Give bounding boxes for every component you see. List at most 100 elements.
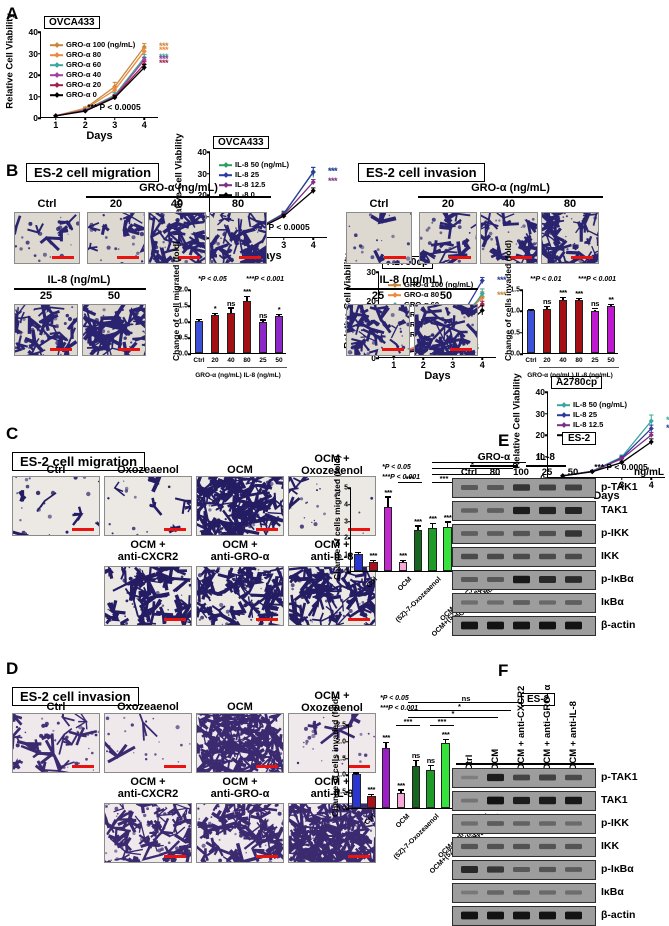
xlab-C-bar-2: OCM bbox=[397, 576, 414, 593]
cd-panelC-micro-bot-1-scale-bar bbox=[256, 618, 278, 621]
b-right-micrograph-top-3 bbox=[541, 212, 599, 264]
blot-panelF-protein-6: β-actin bbox=[601, 909, 635, 921]
x-axis-title-A1: Days bbox=[86, 130, 112, 142]
ebar-B-inv-4 bbox=[594, 310, 595, 311]
ytickm-B-mig-2 bbox=[188, 321, 191, 323]
chart-title-A1: OVCA433 bbox=[44, 16, 100, 29]
cd-panelC-top-label-0-line-0: Ctrl bbox=[12, 465, 100, 477]
xlab-B-inv-4: 25 bbox=[591, 357, 598, 364]
xlab-B-inv-0: Ctrl bbox=[525, 357, 536, 364]
blot-panelF-row-5 bbox=[452, 883, 596, 903]
legend-label-A1-3: GRO-α 40 bbox=[66, 70, 101, 80]
legend-marker-A2-0 bbox=[219, 162, 232, 169]
chart-title-A2: OVCA433 bbox=[213, 136, 269, 149]
cmp-label-D-bar-0: *** bbox=[404, 717, 413, 726]
ytickm-B-mig-0 bbox=[188, 353, 191, 355]
bar-B-inv-3 bbox=[575, 300, 584, 353]
blot-panelF-row-2 bbox=[452, 814, 596, 834]
legend-marker-A1-3 bbox=[50, 72, 63, 79]
sig-D-bar-1: *** bbox=[368, 785, 376, 794]
b-right-micrograph-top-3-scale-bar bbox=[571, 256, 593, 259]
blot-panelE-row-5 bbox=[452, 593, 596, 613]
cd-panelC-micro-top-1 bbox=[104, 476, 192, 536]
bar-B-mig-5 bbox=[275, 316, 284, 353]
blot-panelF-lane-3: OCM + anti-GRO- α bbox=[542, 685, 553, 771]
blot-panelE-row-4 bbox=[452, 570, 596, 590]
panel-letter-f: F bbox=[498, 662, 508, 679]
cd-panelC-micro-bot-0-scale-bar bbox=[164, 618, 186, 621]
cd-panelD-micro-top-0-scale-bar bbox=[72, 765, 94, 768]
sig-D-bar-3: *** bbox=[397, 781, 405, 790]
group-rule-2-B-inv bbox=[587, 367, 619, 368]
blot-panelE-row-0 bbox=[452, 478, 596, 498]
sig-B-mig-4: ns bbox=[259, 311, 267, 320]
sig-B-mig-5: * bbox=[278, 305, 281, 314]
ebar-B-mig-3 bbox=[246, 297, 247, 301]
cd-panelD-micro-top-1 bbox=[104, 713, 192, 773]
legend-row-A1-4: GRO-α 20 bbox=[50, 80, 135, 90]
sig-C-bar-4: *** bbox=[414, 517, 422, 526]
xlab-B-inv-2: 40 bbox=[559, 357, 566, 364]
ebar-D-bar-0 bbox=[356, 774, 357, 775]
b-right-micrograph-top-0-scale-bar bbox=[384, 256, 406, 259]
cd-panelC-top-label-0: Ctrl bbox=[12, 465, 100, 477]
sig-B-inv-2: *** bbox=[559, 288, 567, 297]
plot-C-bar: 012345Ctrl***(5Z)-7-Oxozeaenol***OCM***O… bbox=[350, 488, 454, 572]
sig-D-bar-2: *** bbox=[382, 733, 390, 742]
cd-panelD-bot-label-0-line-0: OCM + bbox=[104, 777, 192, 789]
annot1-C-bar: *P < 0.05 bbox=[382, 464, 411, 471]
legend-row-A2-1: IL-8 25 bbox=[219, 170, 289, 180]
xlab-C-bar-0: Ctrl bbox=[366, 576, 379, 589]
cd-panelD-top-label-2: OCM bbox=[196, 702, 284, 714]
bar-B-inv-0 bbox=[527, 310, 536, 353]
bar-D-bar-0 bbox=[352, 774, 361, 808]
cd-panelD-micro-top-2-scale-bar bbox=[256, 765, 278, 768]
legend-label-A2-0: IL-8 50 (ng/mL) bbox=[235, 160, 289, 170]
cd-panelC-top-label-1-line-0: Oxozeaenol bbox=[104, 465, 192, 477]
b-right-micrograph-bot-0-scale-bar bbox=[382, 348, 404, 351]
blot-panelE-protein-3: IKK bbox=[601, 550, 619, 562]
blot-panelE-row-3 bbox=[452, 547, 596, 567]
b-left-group-header: GRO-α (ng/mL) bbox=[86, 182, 271, 194]
b-right-sec-label-1: 50 bbox=[414, 290, 478, 302]
legend-label-A1-0: GRO-α 100 (ng/mL) bbox=[66, 40, 135, 50]
blot-panelE-lane-4: 50 bbox=[568, 467, 579, 478]
legend-marker-A1-2 bbox=[50, 62, 63, 69]
b-left-micrograph-bot-1 bbox=[82, 304, 146, 356]
b-right-label-1: 20 bbox=[419, 198, 477, 210]
xlab-B-mig-4: 25 bbox=[259, 357, 266, 364]
ebar-D-bar-2 bbox=[385, 743, 386, 748]
legend-row-A1-0: GRO-α 100 (ng/mL) bbox=[50, 40, 135, 50]
blot-panelE-lane-2: 100 bbox=[513, 467, 529, 478]
bar-B-mig-4 bbox=[259, 322, 268, 353]
ebar-C-bar-5 bbox=[432, 524, 433, 527]
cd-panelD-micro-bot-1 bbox=[196, 803, 284, 863]
cd-panelD-micro-bot-0-scale-bar bbox=[164, 855, 186, 858]
b-left-label-1: 20 bbox=[87, 198, 145, 210]
ytickm-D-bar-3 bbox=[346, 758, 349, 760]
cd-panelD-micro-top-0 bbox=[12, 713, 100, 773]
legend-marker-A4-2 bbox=[557, 422, 570, 429]
cd-panelC-bot-label-0-line-1: anti-CXCR2 bbox=[104, 552, 192, 564]
legend-row-A1-5: GRO-α 0 bbox=[50, 90, 135, 100]
blot-panelE-lane-1: 80 bbox=[490, 467, 501, 478]
cd-panelC-bot-label-1: OCM +anti-GRO-α bbox=[196, 540, 284, 563]
y-axis-title-A1: Relative Cell Viability bbox=[5, 13, 16, 108]
b-right-micrograph-bot-1 bbox=[414, 304, 478, 356]
bar-B-inv-2 bbox=[559, 300, 568, 353]
cd-panelD-bot-label-0-line-1: anti-CXCR2 bbox=[104, 789, 192, 801]
cd-panelC-micro-top-0-scale-bar bbox=[72, 528, 94, 531]
cd-panelD-top-label-2-line-0: OCM bbox=[196, 702, 284, 714]
bar-C-bar-2 bbox=[384, 507, 393, 571]
sig-B-mig-1: * bbox=[214, 304, 217, 313]
ytickm-C-bar-0 bbox=[348, 571, 351, 573]
cd-panelC-bot-label-1-line-0: OCM + bbox=[196, 540, 284, 552]
blot-panelE-protein-1: TAK1 bbox=[601, 504, 628, 516]
ytickm-B-inv-0 bbox=[520, 353, 523, 355]
panel-b-left-title: ES-2 cell migration bbox=[26, 163, 159, 182]
cd-panelC-top-label-2-line-0: OCM bbox=[196, 465, 284, 477]
legend-row-A1-1: GRO-α 80 bbox=[50, 50, 135, 60]
